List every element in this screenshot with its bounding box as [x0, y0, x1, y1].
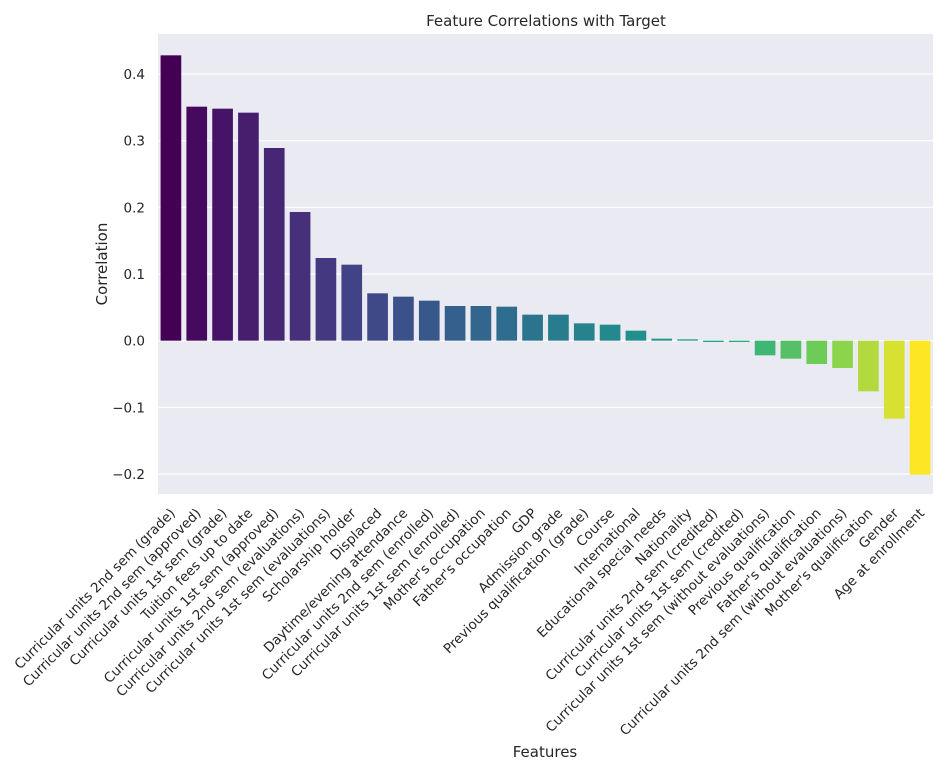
bar — [832, 340, 853, 368]
gridlines — [158, 73, 933, 475]
bar — [728, 340, 750, 342]
y-tick-label: 0.4 — [124, 67, 145, 83]
y-tick-labels: 0.4 0.3 0.2 0.1 0.0 −0.1 −0.2 — [112, 67, 145, 483]
bar — [703, 340, 724, 342]
x-tick-labels: Curricular units 2nd sem (grade)Curricul… — [12, 505, 928, 739]
bar — [677, 339, 698, 341]
y-axis-title: Correlation — [93, 223, 111, 306]
bar — [548, 314, 569, 341]
bar — [858, 340, 879, 392]
bar — [160, 55, 182, 341]
y-tick-label: 0.3 — [124, 134, 145, 150]
bar — [393, 296, 414, 341]
bar — [418, 300, 440, 341]
bar — [780, 340, 802, 359]
bar — [883, 340, 905, 419]
bar — [522, 314, 543, 341]
plot-background — [158, 34, 933, 494]
y-tick-label: −0.2 — [112, 467, 145, 483]
bar — [651, 338, 673, 341]
bar — [238, 112, 259, 341]
bar — [625, 330, 647, 341]
chart-title: Feature Correlations with Target — [426, 12, 666, 30]
y-tick-label: 0.2 — [124, 200, 145, 216]
bar — [470, 306, 492, 341]
bar — [909, 340, 931, 475]
bar — [806, 340, 828, 364]
y-tick-label: 0.1 — [124, 267, 145, 283]
bar — [263, 148, 285, 341]
bar — [289, 212, 311, 341]
bar — [367, 293, 388, 341]
y-tick-label: 0.0 — [124, 334, 145, 350]
bar — [444, 306, 466, 341]
x-axis-title: Features — [513, 743, 578, 761]
bar — [754, 340, 776, 356]
bar — [599, 324, 621, 341]
bar — [315, 258, 337, 341]
bars — [160, 55, 931, 475]
bar — [186, 106, 208, 341]
bar — [573, 323, 595, 341]
bar — [212, 108, 233, 341]
y-tick-label: −0.1 — [112, 400, 145, 416]
bar — [341, 264, 363, 341]
bar — [496, 306, 518, 341]
